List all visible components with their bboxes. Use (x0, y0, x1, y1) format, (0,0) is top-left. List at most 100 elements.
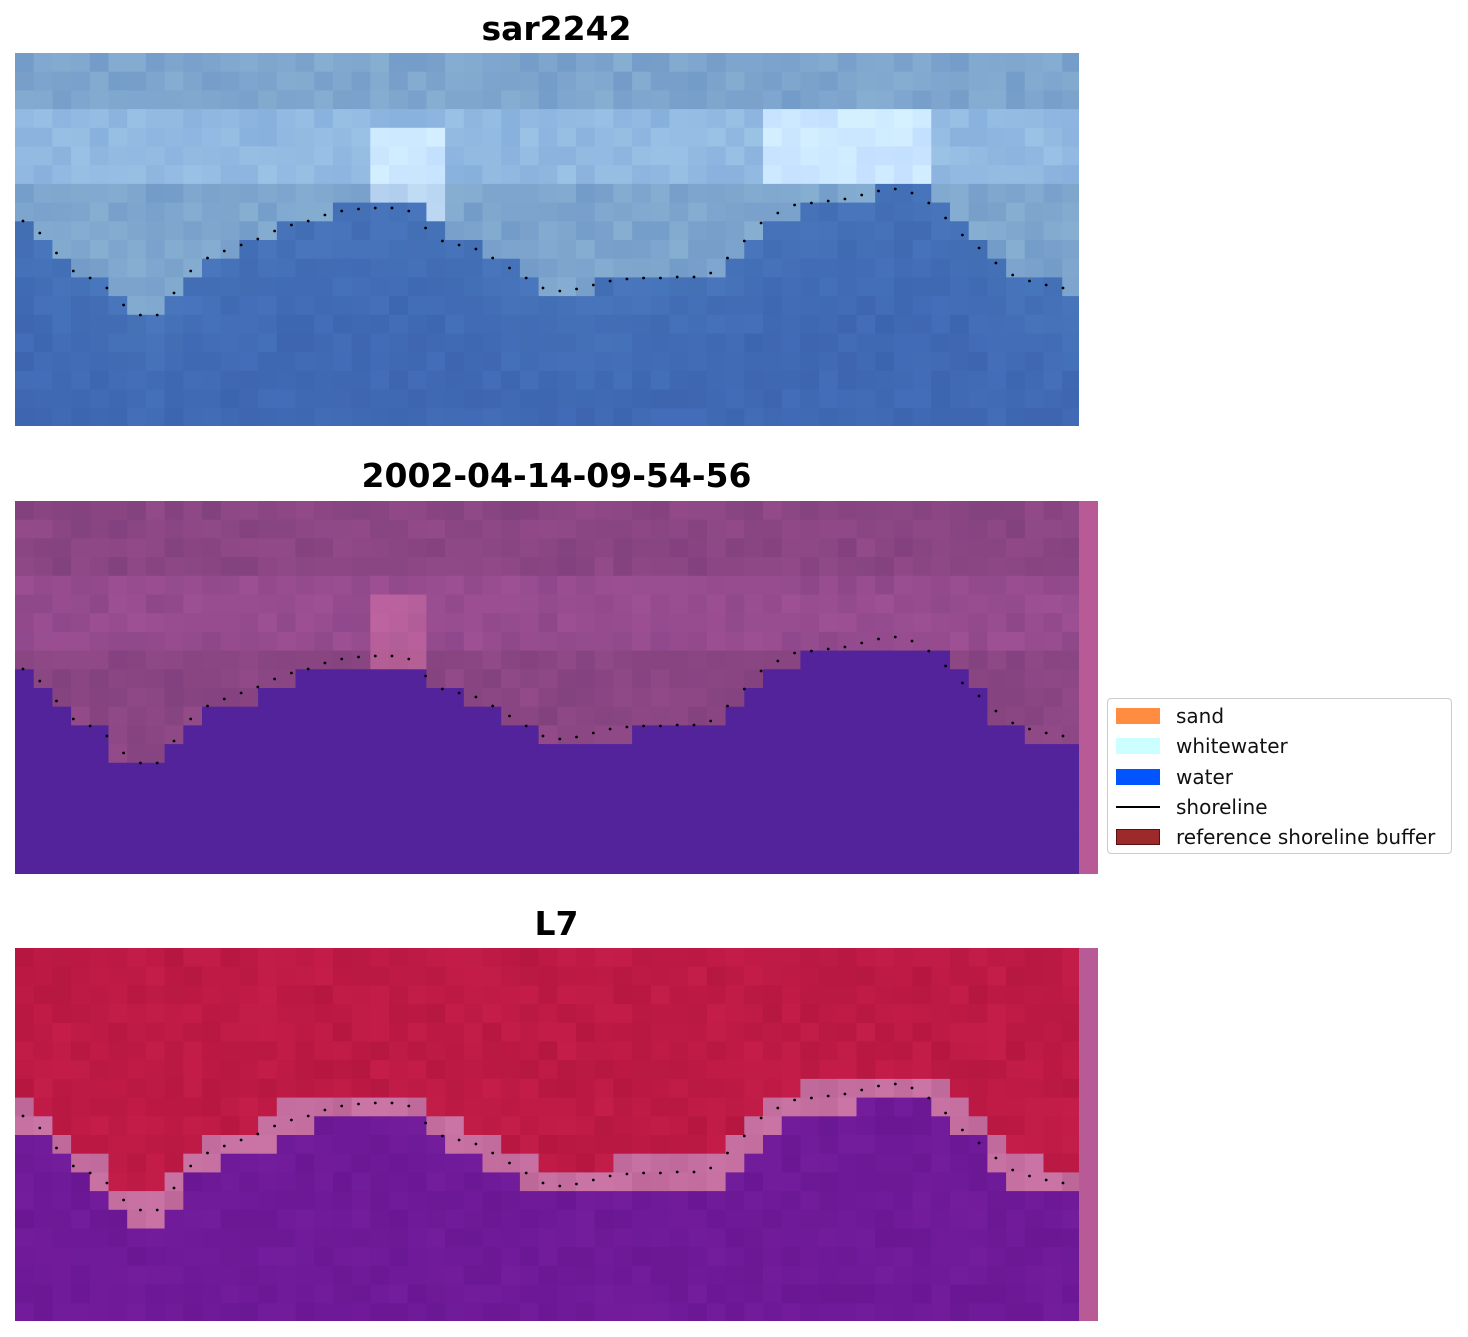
image-pixel (407, 519, 427, 539)
image-pixel (15, 856, 35, 874)
image-pixel (1043, 669, 1063, 689)
image-pixel (164, 538, 184, 558)
image-pixel (800, 1284, 820, 1304)
image-pixel (33, 221, 53, 241)
image-pixel (613, 258, 633, 278)
image-pixel (650, 296, 671, 316)
image-pixel (632, 258, 652, 278)
image-pixel (89, 557, 110, 577)
image-pixel (613, 1247, 633, 1267)
image-pixel (1043, 501, 1063, 521)
image-pixel (164, 1022, 184, 1043)
image-pixel (763, 1060, 783, 1080)
image-pixel (276, 1060, 297, 1080)
image-pixel (276, 519, 297, 539)
image-pixel (501, 1191, 521, 1211)
image-pixel (1043, 1060, 1063, 1080)
image-pixel (389, 800, 409, 820)
image-pixel (183, 1265, 203, 1286)
image-pixel (426, 837, 446, 857)
image-pixel (332, 1209, 353, 1230)
image-pixel (576, 1153, 596, 1173)
image-pixel (875, 1116, 895, 1136)
shoreline-point (55, 251, 58, 255)
image-pixel (463, 1022, 484, 1043)
image-pixel (613, 575, 633, 596)
image-pixel (501, 221, 521, 241)
image-pixel (519, 725, 540, 745)
image-pixel (351, 501, 371, 521)
image-pixel (164, 277, 184, 297)
image-pixel (258, 53, 278, 73)
image-pixel (613, 519, 633, 539)
image-pixel (613, 109, 633, 129)
image-pixel (71, 352, 91, 372)
shoreline-point (877, 1084, 880, 1088)
image-pixel (576, 296, 596, 316)
image-pixel (145, 1247, 166, 1267)
image-pixel (258, 127, 278, 148)
image-pixel (650, 258, 671, 278)
image-pixel (893, 53, 914, 73)
image-pixel (950, 575, 970, 596)
image-pixel (33, 408, 53, 426)
image-pixel (781, 1097, 801, 1117)
image-pixel (164, 781, 184, 801)
image-pixel (351, 519, 371, 539)
image-pixel (893, 277, 914, 297)
shoreline-point (893, 187, 897, 191)
image-pixel (613, 1078, 633, 1099)
image-pixel (463, 688, 484, 708)
image-pixel (632, 744, 652, 764)
image-pixel (987, 202, 1007, 222)
image-pixel (632, 1265, 652, 1286)
image-pixel (482, 90, 502, 110)
image-pixel (127, 370, 147, 391)
image-pixel (71, 202, 91, 222)
image-pixel (332, 240, 353, 260)
image-pixel (781, 109, 801, 129)
image-pixel (239, 744, 259, 764)
image-pixel (370, 109, 390, 129)
image-pixel (108, 744, 128, 764)
image-pixel (519, 370, 540, 391)
image-pixel (893, 837, 914, 857)
image-pixel (220, 613, 240, 633)
image-pixel (183, 575, 203, 596)
image-pixel (968, 818, 988, 839)
image-pixel (108, 314, 128, 335)
image-pixel (594, 613, 614, 633)
shoreline-point (591, 283, 595, 287)
image-pixel (1062, 146, 1079, 166)
image-pixel (501, 501, 521, 521)
image-pixel (744, 725, 764, 745)
image-pixel (1062, 966, 1082, 986)
image-pixel (183, 1022, 203, 1043)
image-pixel (426, 165, 446, 185)
image-pixel (613, 688, 633, 708)
image-pixel (89, 837, 110, 857)
image-pixel (576, 837, 596, 857)
image-pixel (145, 594, 166, 614)
image-pixel (71, 725, 91, 745)
image-pixel (856, 594, 876, 614)
image-pixel (519, 258, 540, 278)
image-pixel (295, 837, 315, 857)
image-pixel (950, 389, 970, 409)
image-pixel (557, 240, 577, 260)
image-pixel (501, 856, 521, 874)
shoreline-point (1061, 734, 1065, 738)
image-pixel (108, 781, 128, 801)
image-pixel (650, 1153, 671, 1173)
image-pixel (725, 519, 745, 539)
image-pixel (819, 800, 839, 820)
image-pixel (276, 1004, 297, 1024)
image-pixel (239, 1209, 259, 1230)
image-pixel (426, 146, 446, 166)
image-pixel (108, 1135, 128, 1155)
image-pixel (576, 277, 596, 297)
image-pixel (295, 948, 315, 968)
image-pixel (239, 370, 259, 391)
image-pixel (669, 258, 689, 278)
image-pixel (763, 127, 783, 148)
